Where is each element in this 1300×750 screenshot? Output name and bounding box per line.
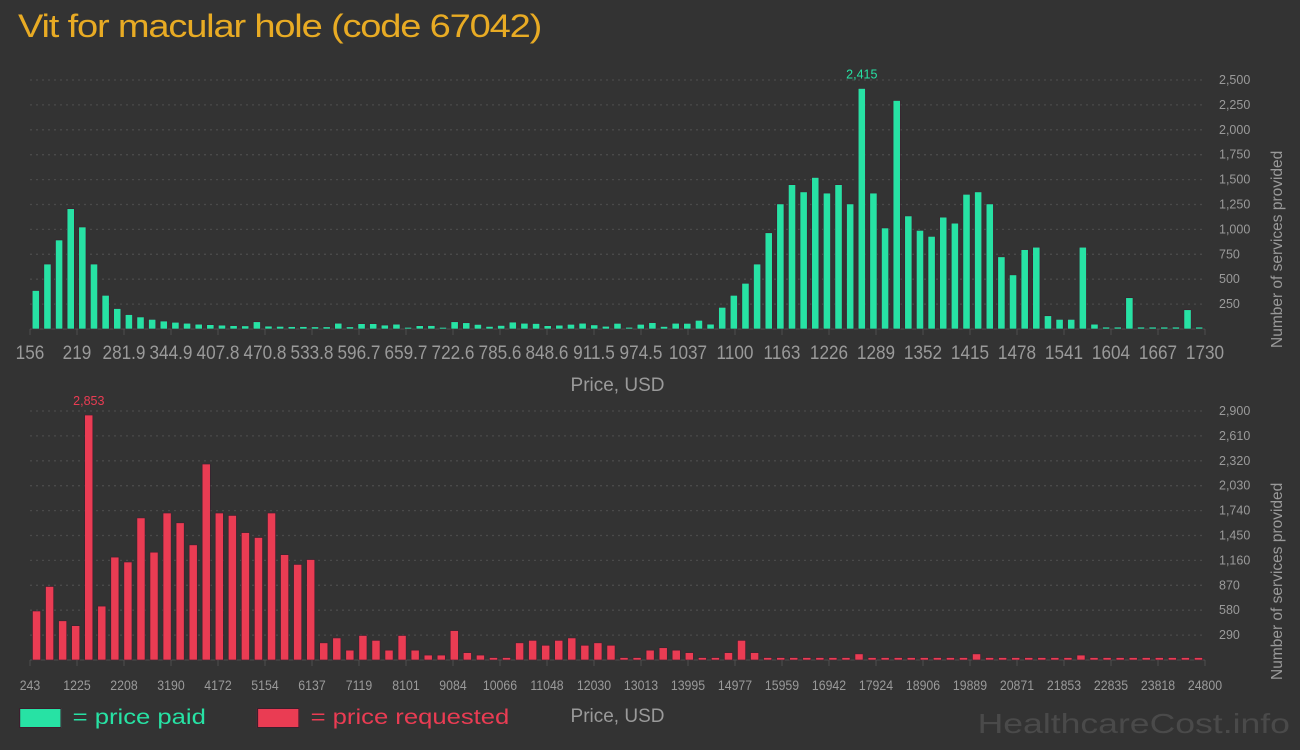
svg-text:11048: 11048 xyxy=(530,677,563,693)
svg-text:2,500: 2,500 xyxy=(1219,73,1250,87)
svg-text:1,450: 1,450 xyxy=(1219,529,1250,543)
svg-text:156: 156 xyxy=(16,341,45,363)
svg-text:870: 870 xyxy=(1219,578,1240,592)
svg-text:1289: 1289 xyxy=(857,341,895,363)
svg-text:Price, USD: Price, USD xyxy=(571,375,665,396)
svg-text:407.8: 407.8 xyxy=(197,341,240,363)
svg-text:1415: 1415 xyxy=(951,341,989,363)
svg-text:1352: 1352 xyxy=(904,341,942,363)
svg-text:19889: 19889 xyxy=(953,677,987,693)
svg-text:1,160: 1,160 xyxy=(1219,553,1250,567)
svg-text:3190: 3190 xyxy=(157,677,184,693)
svg-text:21853: 21853 xyxy=(1047,677,1081,693)
svg-text:5154: 5154 xyxy=(251,677,278,693)
svg-text:596.7: 596.7 xyxy=(338,341,381,363)
svg-text:2,610: 2,610 xyxy=(1219,429,1250,443)
svg-text:14977: 14977 xyxy=(718,677,752,693)
svg-text:250: 250 xyxy=(1219,297,1240,311)
svg-text:10066: 10066 xyxy=(483,677,517,693)
svg-text:1037: 1037 xyxy=(669,341,707,363)
svg-text:2,250: 2,250 xyxy=(1219,98,1250,112)
svg-text:18906: 18906 xyxy=(906,677,940,693)
svg-text:1541: 1541 xyxy=(1045,341,1083,363)
svg-text:6137: 6137 xyxy=(298,677,325,693)
svg-text:13995: 13995 xyxy=(671,677,705,693)
svg-text:219: 219 xyxy=(63,341,92,363)
svg-text:1478: 1478 xyxy=(998,341,1036,363)
svg-text:500: 500 xyxy=(1219,272,1240,286)
svg-text:1,000: 1,000 xyxy=(1219,222,1250,236)
svg-text:344.9: 344.9 xyxy=(150,341,193,363)
svg-text:12030: 12030 xyxy=(577,677,611,693)
svg-text:243: 243 xyxy=(20,677,41,693)
svg-text:1,250: 1,250 xyxy=(1219,198,1250,212)
svg-text:1163: 1163 xyxy=(764,341,801,363)
svg-text:750: 750 xyxy=(1219,247,1240,261)
svg-text:974.5: 974.5 xyxy=(620,341,663,363)
svg-text:533.8: 533.8 xyxy=(291,341,334,363)
svg-text:23818: 23818 xyxy=(1141,677,1175,693)
svg-text:1,500: 1,500 xyxy=(1219,173,1250,187)
svg-text:16942: 16942 xyxy=(812,677,846,693)
svg-text:8101: 8101 xyxy=(392,677,419,693)
svg-text:1100: 1100 xyxy=(717,341,754,363)
svg-text:1226: 1226 xyxy=(810,341,848,363)
svg-text:722.6: 722.6 xyxy=(432,341,475,363)
svg-text:580: 580 xyxy=(1219,603,1240,617)
svg-text:17924: 17924 xyxy=(859,677,893,693)
svg-text:2208: 2208 xyxy=(110,677,137,693)
svg-text:290: 290 xyxy=(1219,628,1240,642)
svg-text:281.9: 281.9 xyxy=(103,341,146,363)
svg-text:659.7: 659.7 xyxy=(385,341,428,363)
svg-text:15959: 15959 xyxy=(765,677,799,693)
svg-text:785.6: 785.6 xyxy=(479,341,522,363)
svg-text:470.8: 470.8 xyxy=(244,341,287,363)
svg-text:2,415: 2,415 xyxy=(846,68,877,82)
svg-text:24800: 24800 xyxy=(1188,677,1222,693)
svg-text:1,750: 1,750 xyxy=(1219,148,1250,162)
svg-text:2,320: 2,320 xyxy=(1219,454,1250,468)
svg-text:2,853: 2,853 xyxy=(73,394,104,408)
svg-text:4172: 4172 xyxy=(204,677,231,693)
svg-text:2,030: 2,030 xyxy=(1219,479,1250,493)
svg-text:2,900: 2,900 xyxy=(1219,404,1250,418)
svg-text:848.6: 848.6 xyxy=(526,341,569,363)
svg-text:7119: 7119 xyxy=(346,677,372,693)
svg-text:2,000: 2,000 xyxy=(1219,123,1250,137)
svg-text:1,740: 1,740 xyxy=(1219,504,1250,518)
svg-text:1604: 1604 xyxy=(1092,341,1130,363)
svg-text:20871: 20871 xyxy=(1000,677,1034,693)
svg-text:1225: 1225 xyxy=(63,677,90,693)
svg-text:13013: 13013 xyxy=(624,677,658,693)
svg-text:1730: 1730 xyxy=(1186,341,1224,363)
svg-text:1667: 1667 xyxy=(1139,341,1177,363)
svg-text:22835: 22835 xyxy=(1094,677,1128,693)
svg-text:911.5: 911.5 xyxy=(573,341,615,363)
svg-text:Price, USD: Price, USD xyxy=(571,706,665,727)
svg-text:9084: 9084 xyxy=(439,677,466,693)
